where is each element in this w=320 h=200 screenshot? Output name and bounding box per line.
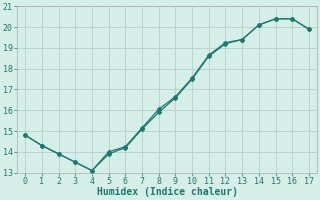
X-axis label: Humidex (Indice chaleur): Humidex (Indice chaleur) [97, 187, 237, 197]
